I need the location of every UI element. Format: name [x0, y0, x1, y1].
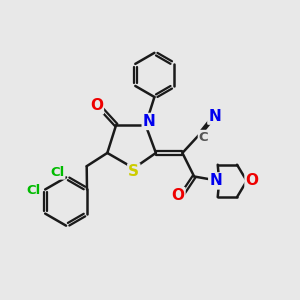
Text: N: N [143, 114, 155, 129]
Text: N: N [208, 109, 221, 124]
Text: C: C [199, 131, 208, 144]
Text: Cl: Cl [27, 184, 41, 197]
Text: S: S [128, 164, 139, 179]
Text: O: O [172, 188, 184, 203]
Text: Cl: Cl [50, 166, 64, 178]
Text: O: O [90, 98, 103, 113]
Text: N: N [209, 173, 222, 188]
Text: O: O [245, 173, 259, 188]
